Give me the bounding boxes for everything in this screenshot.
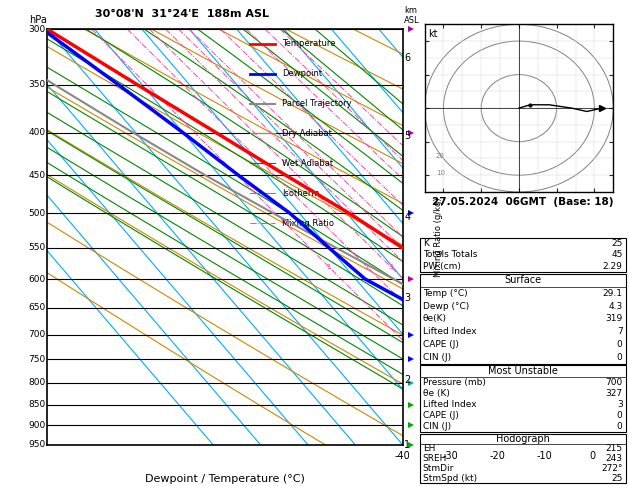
Text: 0: 0	[617, 411, 623, 420]
Text: Mixing Ratio: Mixing Ratio	[282, 219, 334, 228]
Text: Pressure (mb): Pressure (mb)	[423, 378, 486, 386]
Text: 2.29: 2.29	[603, 262, 623, 271]
Text: 327: 327	[606, 389, 623, 398]
Text: 0: 0	[617, 422, 623, 431]
Text: 600: 600	[28, 275, 45, 283]
Text: 350: 350	[28, 80, 45, 89]
Text: 450: 450	[28, 171, 45, 180]
Text: 319: 319	[605, 314, 623, 323]
Text: CAPE (J): CAPE (J)	[423, 411, 459, 420]
Text: 243: 243	[606, 454, 623, 463]
Text: -30: -30	[442, 451, 458, 461]
Text: Most Unstable: Most Unstable	[487, 366, 558, 376]
Text: Parcel Trajectory: Parcel Trajectory	[282, 99, 352, 108]
Text: 4: 4	[404, 212, 411, 222]
Text: Dewpoint: Dewpoint	[282, 69, 322, 78]
Text: Totals Totals: Totals Totals	[423, 250, 477, 260]
Text: km
ASL: km ASL	[404, 6, 420, 25]
Text: 215: 215	[606, 444, 623, 453]
Text: θe(K): θe(K)	[423, 314, 447, 323]
Text: θe (K): θe (K)	[423, 389, 450, 398]
Text: 3: 3	[404, 293, 411, 303]
Text: 550: 550	[28, 243, 45, 252]
Text: 3: 3	[389, 264, 393, 270]
Text: hPa: hPa	[30, 15, 47, 25]
Text: 650: 650	[28, 303, 45, 312]
Text: 7: 7	[617, 327, 623, 336]
Text: 3: 3	[617, 400, 623, 409]
Text: 1: 1	[326, 264, 331, 270]
Text: 29.1: 29.1	[603, 289, 623, 297]
Text: K: K	[423, 239, 428, 248]
Bar	[420, 365, 626, 432]
Text: kt: kt	[428, 29, 438, 39]
Text: 27.05.2024  06GMT  (Base: 18): 27.05.2024 06GMT (Base: 18)	[432, 197, 613, 207]
Text: 900: 900	[28, 421, 45, 430]
Text: 950: 950	[28, 440, 45, 449]
Text: 30°08'N  31°24'E  188m ASL: 30°08'N 31°24'E 188m ASL	[95, 9, 269, 19]
Text: Mixing Ratio (g/kg): Mixing Ratio (g/kg)	[433, 197, 443, 277]
Text: 2: 2	[365, 264, 369, 270]
Text: Temperature: Temperature	[282, 39, 335, 48]
Text: 25: 25	[611, 239, 623, 248]
Text: StmSpd (kt): StmSpd (kt)	[423, 474, 477, 483]
Text: 1: 1	[404, 440, 411, 450]
Text: 0: 0	[589, 451, 595, 461]
Text: 800: 800	[28, 378, 45, 387]
Text: 700: 700	[28, 330, 45, 339]
Text: 272°: 272°	[601, 464, 623, 473]
Text: Lifted Index: Lifted Index	[423, 327, 476, 336]
Bar	[420, 274, 626, 364]
Text: -20: -20	[489, 451, 505, 461]
Text: 500: 500	[28, 209, 45, 218]
Text: Dry Adiabat: Dry Adiabat	[282, 129, 331, 138]
Text: 20: 20	[436, 154, 445, 159]
Text: -40: -40	[394, 451, 411, 461]
Text: Lifted Index: Lifted Index	[423, 400, 476, 409]
Text: 5: 5	[404, 131, 411, 141]
Text: 400: 400	[28, 128, 45, 138]
Text: 45: 45	[611, 250, 623, 260]
Text: 300: 300	[28, 25, 45, 34]
Text: Temp (°C): Temp (°C)	[423, 289, 467, 297]
Text: CAPE (J): CAPE (J)	[423, 340, 459, 349]
Text: 10: 10	[436, 170, 445, 176]
Text: StmDir: StmDir	[423, 464, 454, 473]
Text: 0: 0	[617, 340, 623, 349]
Bar	[420, 434, 626, 483]
Text: EH: EH	[423, 444, 435, 453]
Text: 25: 25	[611, 474, 623, 483]
Text: Dewpoint / Temperature (°C): Dewpoint / Temperature (°C)	[145, 474, 305, 484]
Text: 750: 750	[28, 355, 45, 364]
Text: 4.3: 4.3	[608, 301, 623, 311]
Text: PW (cm): PW (cm)	[423, 262, 460, 271]
Text: SREH: SREH	[423, 454, 447, 463]
Text: 0: 0	[617, 353, 623, 362]
Text: Isotherm: Isotherm	[282, 189, 319, 198]
Text: -10: -10	[537, 451, 553, 461]
Text: CIN (J): CIN (J)	[423, 353, 451, 362]
Text: Hodograph: Hodograph	[496, 434, 550, 444]
Bar	[420, 238, 626, 272]
Text: 6: 6	[404, 53, 411, 63]
Text: 700: 700	[605, 378, 623, 386]
Text: 2: 2	[404, 376, 411, 385]
Text: Wet Adiabat: Wet Adiabat	[282, 159, 333, 168]
Text: 850: 850	[28, 400, 45, 409]
Text: Dewp (°C): Dewp (°C)	[423, 301, 469, 311]
Text: CIN (J): CIN (J)	[423, 422, 451, 431]
Text: Surface: Surface	[504, 275, 542, 285]
